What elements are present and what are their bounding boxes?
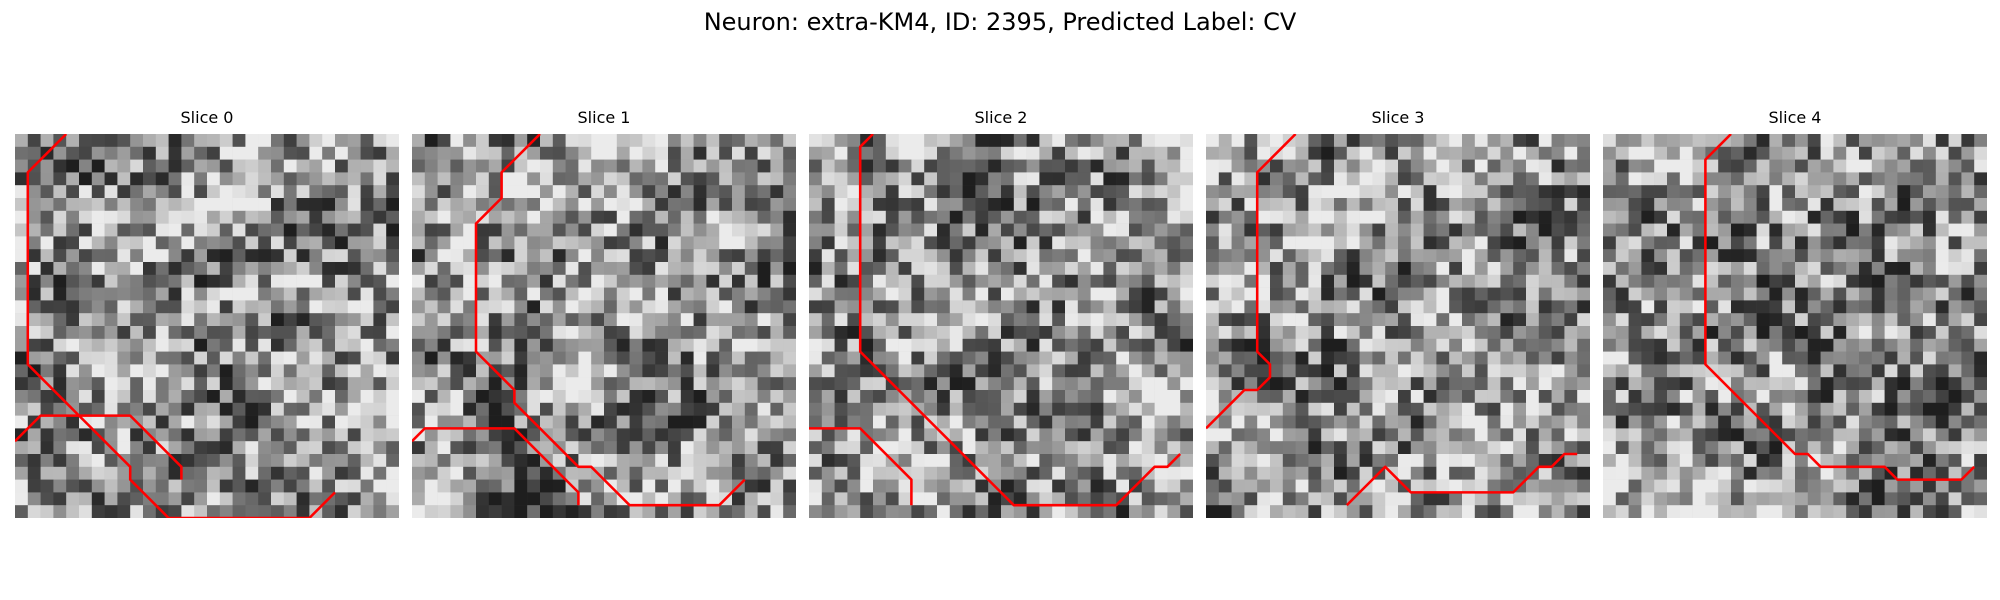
contour-line-1 — [15, 414, 183, 480]
slice-image-2 — [809, 134, 1193, 518]
slice-image-0 — [15, 134, 399, 518]
micrograph-pixels — [1206, 134, 1590, 518]
slice-title-2: Slice 2 — [974, 108, 1028, 127]
contour-line-0 — [1206, 134, 1297, 430]
figure-title: Neuron: extra-KM4, ID: 2395, Predicted L… — [703, 8, 1297, 36]
slice-title-4: Slice 4 — [1768, 108, 1822, 127]
slice-title-0: Slice 0 — [180, 108, 234, 127]
contour-line-0 — [1704, 134, 1976, 481]
micrograph-pixels — [809, 134, 1193, 518]
slice-image-3 — [1206, 134, 1590, 518]
contour-line-1 — [1345, 452, 1578, 507]
slice-panel-2: Slice 2 — [809, 108, 1193, 518]
contour-line-1 — [809, 427, 913, 506]
slice-panel-3: Slice 3 — [1206, 108, 1590, 518]
slice-image-1 — [412, 134, 796, 518]
contour-line-0 — [26, 134, 336, 518]
slice-image-4 — [1603, 134, 1987, 518]
slice-panel-4: Slice 4 — [1603, 108, 1987, 518]
slice-title-3: Slice 3 — [1371, 108, 1425, 127]
slice-panel-0: Slice 0 — [15, 108, 399, 518]
slice-title-1: Slice 1 — [577, 108, 631, 127]
micrograph-pixels — [15, 134, 399, 518]
contour-line-0 — [474, 134, 746, 507]
micrograph-pixels — [412, 134, 796, 518]
contour-line-1 — [412, 427, 580, 506]
contour-line-0 — [858, 134, 1182, 507]
slice-panel-1: Slice 1 — [412, 108, 796, 518]
micrograph-pixels — [1603, 134, 1987, 518]
